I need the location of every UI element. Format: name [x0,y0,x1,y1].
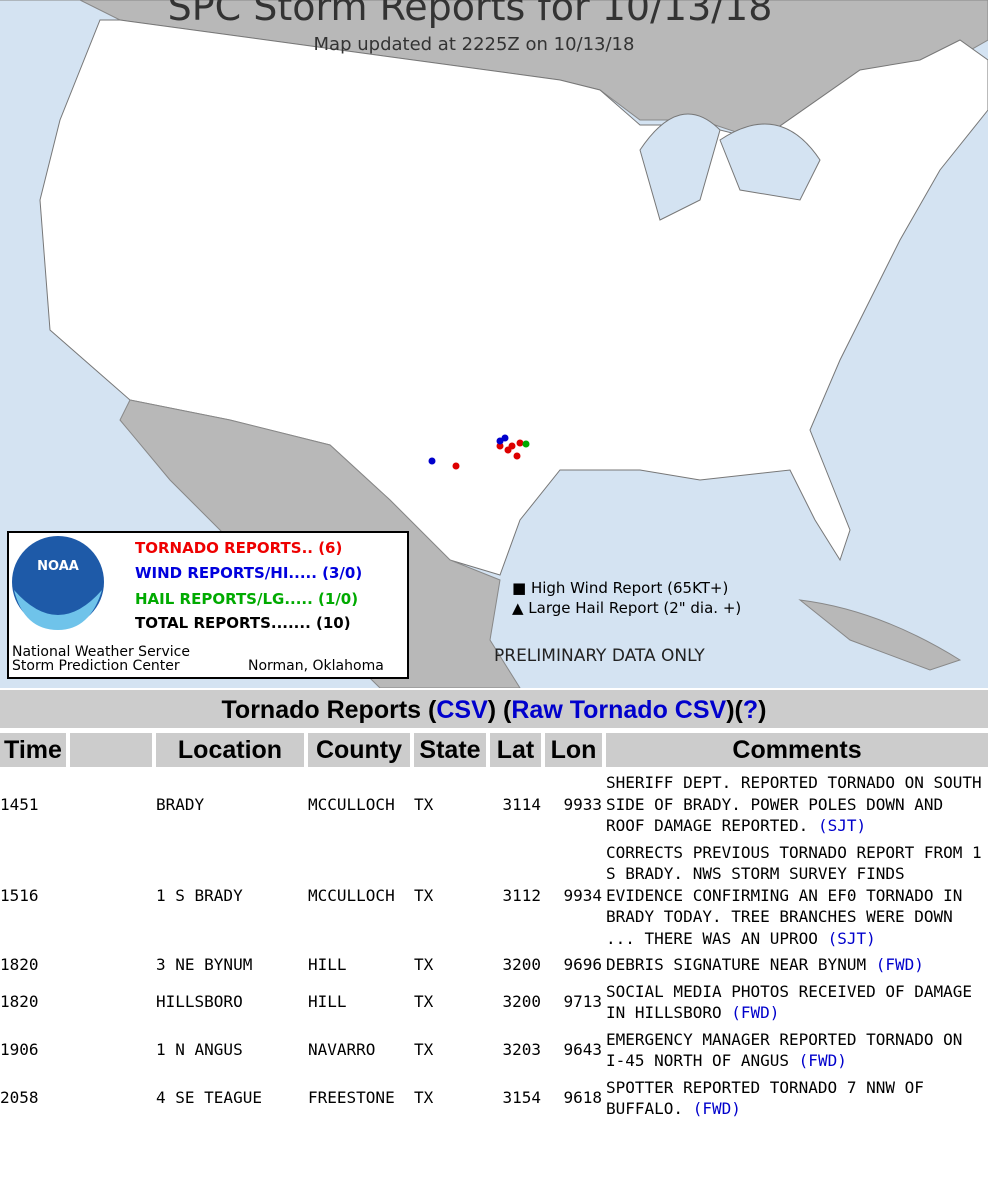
lon-cell: 9618 [563,1088,602,1108]
column-header: Lon [545,733,602,767]
report-row: 1820 HILLSBORO HILL TX 3200 9713 SOCIAL MEDIA … [0,981,988,1024]
report-row: 1451 BRADY MCCULLOCH TX 3114 9933 SHERIFF DEPT… [0,772,988,837]
column-header: Lat [490,733,541,767]
help-link[interactable]: ? [742,696,759,724]
comments-cell: SOCIAL MEDIA PHOTOS RECEIVED OF DAMAGE I… [606,981,988,1024]
comment-text: SHERIFF DEPT. REPORTED TORNADO ON SOUTH … [606,773,982,835]
lat-cell: 3112 [502,885,541,905]
time-cell: 1820 [0,955,39,974]
lat-cell: 3200 [502,992,541,1012]
noaa-logo: NOAA [37,559,79,574]
legend-center: Storm Prediction Center [12,658,180,674]
title-text: Tornado Reports [221,696,422,724]
report-row: 1906 1 N ANGUS NAVARRO TX 3203 9643 EMERGENCY … [0,1029,988,1072]
comments-cell: SHERIFF DEPT. REPORTED TORNADO ON SOUTH … [606,772,988,837]
office-link[interactable]: (FWD) [731,1003,780,1022]
column-header: County [308,733,410,767]
comment-text: DEBRIS SIGNATURE NEAR BYNUM [606,955,867,974]
office-link[interactable]: (SJT) [827,928,876,948]
column-header: State [414,733,486,767]
comment-text: SOCIAL MEDIA PHOTOS RECEIVED OF DAMAGE I… [606,981,973,1023]
county-cell: NAVARRO [308,1040,376,1060]
state-cell: TX [414,885,434,905]
lon-cell: 9643 [563,1040,602,1060]
comments-cell: CORRECTS PREVIOUS TORNADO REPORT FROM 1 … [606,842,988,950]
blank-header [70,733,152,767]
location-cell: 3 NE BYNUM [156,955,253,974]
state-cell: TX [414,1088,434,1108]
time-cell: 1820 [0,992,39,1012]
storm-map: SPC Storm Reports for 10/13/18 Map updat… [0,0,988,688]
time-cell: 1451 [0,794,39,814]
comments-cell: EMERGENCY MANAGER REPORTED TORNADO ON I-… [606,1029,988,1072]
map-title: SPC Storm Reports for 10/13/18 [168,0,773,29]
state-cell: TX [414,992,434,1012]
office-link[interactable]: (FWD) [798,1051,847,1070]
report-row: 2058 4 SE TEAGUE FREESTONE TX 3154 9618 SPOTTE… [0,1077,988,1120]
location-cell: 4 SE TEAGUE [156,1088,262,1108]
blank-cell [70,954,152,976]
key-hail: ▲ Large Hail Report (2" dia. +) [512,599,741,617]
legend-wind: WIND REPORTS/HI..... (3/0) [135,564,362,582]
blank-cell [70,842,152,950]
lat-cell: 3114 [502,794,541,814]
office-link[interactable]: (SJT) [817,816,867,835]
county-cell: FREESTONE [308,1088,395,1108]
report-table-section: Tornado Reports (CSV) (Raw Tornado CSV)(… [0,690,988,1125]
blank-cell [70,1077,152,1120]
legend-total: TOTAL REPORTS....... (10) [135,614,351,632]
column-header: Time [0,733,66,767]
comments-cell: SPOTTER REPORTED TORNADO 7 NNW OF BUFFAL… [606,1077,988,1120]
county-cell: HILL [308,992,347,1012]
state-cell: TX [414,1040,434,1060]
location-cell: 1 N ANGUS [156,1040,243,1060]
legend-place: Norman, Oklahoma [248,658,384,674]
report-row: 1820 3 NE BYNUM HILL TX 3200 9696 DEBRIS SIGNA… [0,954,988,976]
county-cell: HILL [308,955,347,974]
blank-cell [70,1029,152,1072]
lon-cell: 9713 [563,992,602,1012]
time-cell: 2058 [0,1088,39,1108]
lat-cell: 3154 [502,1088,541,1108]
column-header: Comments [606,733,988,767]
comments-cell: DEBRIS SIGNATURE NEAR BYNUM (FWD) [606,954,988,976]
office-link[interactable]: (FWD) [692,1099,741,1118]
comment-text: SPOTTER REPORTED TORNADO 7 NNW OF BUFFAL… [606,1077,924,1119]
location-cell: HILLSBORO [156,992,243,1012]
column-header: Location [156,733,304,767]
lon-cell: 9696 [563,955,602,974]
blank-cell [70,772,152,837]
legend-hail: HAIL REPORTS/LG..... (1/0) [135,590,358,608]
office-link[interactable]: (FWD) [875,955,924,974]
state-cell: TX [414,794,434,814]
comment-text: EMERGENCY MANAGER REPORTED TORNADO ON I-… [606,1029,963,1071]
csv-link[interactable]: CSV [436,696,488,724]
map-updated: Map updated at 2225Z on 10/13/18 [314,34,635,55]
lat-cell: 3203 [502,1040,541,1060]
comment-text: CORRECTS PREVIOUS TORNADO REPORT FROM 1 … [606,842,982,948]
location-cell: BRADY [156,794,205,814]
county-cell: MCCULLOCH [308,885,395,905]
report-row: 1516 1 S BRADY MCCULLOCH TX 3112 9934 CORRECTS… [0,842,988,950]
table-title: Tornado Reports (CSV) (Raw Tornado CSV)(… [0,690,988,728]
legend-tornado: TORNADO REPORTS.. (6) [135,539,342,557]
key-wind: ■ High Wind Report (65KT+) [512,579,728,597]
raw-csv-link[interactable]: Raw Tornado CSV [511,696,727,724]
lon-cell: 9933 [563,794,602,814]
lat-cell: 3200 [502,955,541,974]
county-cell: MCCULLOCH [308,794,395,814]
location-cell: 1 S BRADY [156,885,243,905]
preliminary-note: PRELIMINARY DATA ONLY [494,646,705,666]
time-cell: 1516 [0,885,39,905]
tornado-table: Time Location County State Lat Lon Comments 14… [0,728,988,1125]
state-cell: TX [414,955,434,974]
blank-cell [70,981,152,1024]
time-cell: 1906 [0,1040,39,1060]
lon-cell: 9934 [563,885,602,905]
legend-agency: National Weather Service [12,644,190,660]
